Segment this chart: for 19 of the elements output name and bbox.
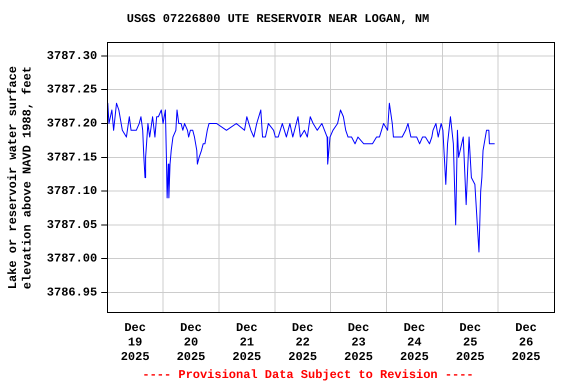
x-tick-label: Dec 22 2025 [288, 321, 318, 364]
y-axis-title: Lake or reservoir water surface elevation above NAVD 1988, feet [6, 66, 35, 290]
y-tick-label: 3787.20 [46, 116, 98, 131]
x-tick-label: Dec 25 2025 [456, 321, 485, 364]
y-tick-label: 3787.05 [46, 218, 98, 232]
y-tick-label: 3787.15 [46, 150, 98, 164]
x-tick-label: Dec 24 2025 [400, 321, 429, 364]
x-tick-label: Dec 23 2025 [344, 321, 373, 364]
y-tick-label: 3786.95 [46, 286, 98, 300]
text: ---- Provisional Data Subject to Revision ---- [142, 368, 474, 382]
y-tick-label: 3787.00 [46, 252, 98, 266]
x-tick-label: Dec 19 2025 [120, 321, 150, 364]
y-tick-label: 3787.25 [46, 82, 98, 97]
y-tick-label: 3787.30 [46, 48, 98, 63]
x-tick-label: Dec 26 2025 [512, 321, 540, 364]
y-tick-label: 3787.10 [46, 184, 98, 198]
x-tick-label: Dec 21 2025 [232, 321, 262, 364]
chart-title: USGS 07226800 UTE RESERVOIR NEAR LOGAN, NM [126, 12, 430, 26]
x-tick-label: Dec 20 2025 [176, 321, 206, 364]
